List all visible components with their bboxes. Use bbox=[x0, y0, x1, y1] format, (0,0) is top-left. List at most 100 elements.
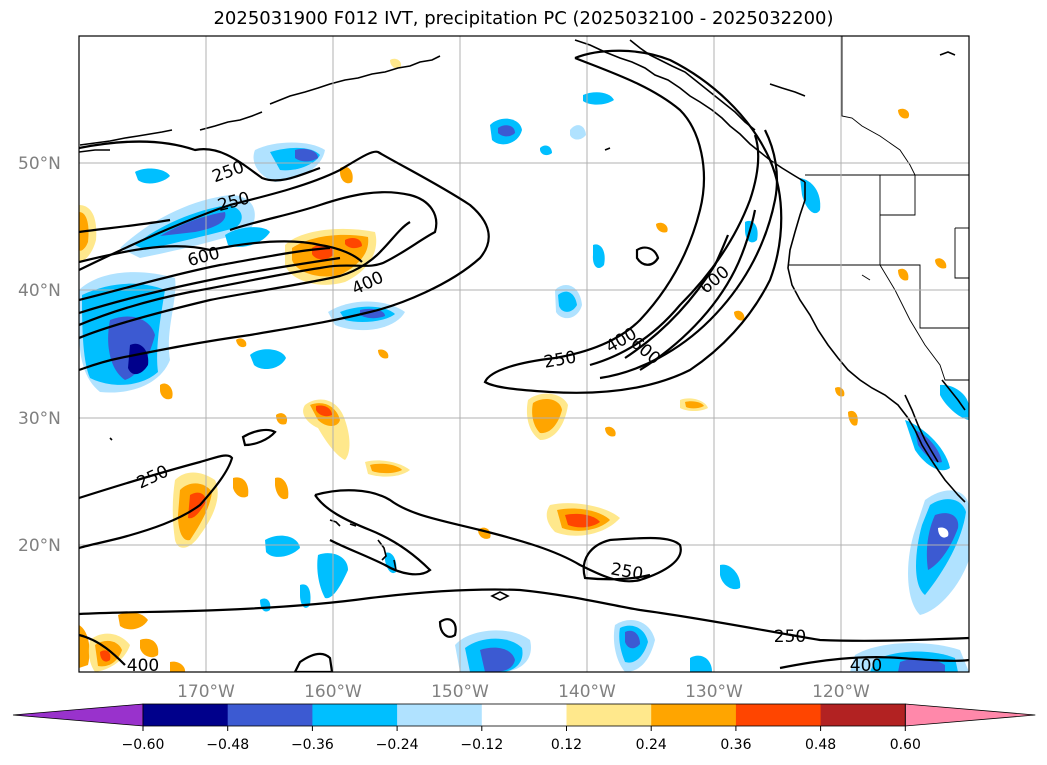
neg-anomaly-patch bbox=[360, 308, 385, 319]
colorbar-segment bbox=[566, 704, 652, 726]
ivt-contour-400 bbox=[779, 656, 969, 670]
lon-label: 140°W bbox=[558, 682, 616, 702]
pos-anomaly-patch bbox=[898, 108, 910, 119]
graticule-layer bbox=[79, 36, 969, 672]
colorbar-tick-label: 0.24 bbox=[636, 737, 667, 753]
pos-anomaly-patch bbox=[898, 268, 909, 281]
pos-anomaly-patch bbox=[370, 463, 402, 474]
pos-anomaly-patch bbox=[390, 58, 402, 69]
political-borders-layer bbox=[788, 36, 969, 381]
neg-anomaly-patch bbox=[938, 527, 949, 538]
pos-anomaly-patch bbox=[100, 650, 111, 662]
neg-anomaly-patch bbox=[385, 552, 397, 574]
pos-anomaly-patch bbox=[656, 222, 668, 233]
neg-anomaly-patch bbox=[480, 647, 515, 672]
colorbar-tick-label: −0.12 bbox=[460, 737, 503, 753]
pos-anomaly-patch bbox=[276, 413, 288, 425]
ivt-contour-250 bbox=[241, 428, 277, 447]
colorbar-tick-label: −0.36 bbox=[291, 737, 334, 753]
colorbar-segment bbox=[312, 704, 398, 726]
lat-label: 20°N bbox=[18, 536, 61, 556]
neg-anomaly-patch bbox=[720, 564, 741, 590]
pos-anomaly-patch bbox=[340, 166, 353, 184]
ivt-contour-400 bbox=[79, 221, 411, 340]
ivt-contour-600 bbox=[79, 218, 171, 234]
contour-label: 400 bbox=[850, 656, 882, 676]
lon-label: 120°W bbox=[812, 682, 870, 702]
colorbar-segment bbox=[735, 704, 822, 726]
ivt-contours-layer bbox=[79, 49, 969, 672]
ivt-contour-250 bbox=[79, 588, 969, 642]
pos-anomaly-patch bbox=[140, 638, 159, 658]
pos-anomaly-patch bbox=[378, 349, 389, 359]
pos-anomaly-patch bbox=[835, 387, 845, 397]
pos-anomaly-patch bbox=[233, 477, 249, 498]
map-title: 2025031900 F012 IVT, precipitation PC (2… bbox=[213, 8, 834, 29]
pos-anomaly-patch bbox=[316, 405, 332, 417]
map-border bbox=[78, 35, 970, 673]
lat-label: 40°N bbox=[18, 281, 61, 301]
neg-anomaly-patch bbox=[898, 658, 945, 672]
neg-anomaly-patch bbox=[540, 145, 552, 156]
map-content: 250 250 600 400 250 400 600 600 250 250 … bbox=[79, 36, 969, 676]
ivt-contour-250 bbox=[635, 246, 660, 266]
colorbar bbox=[12, 703, 1036, 727]
neg-anomaly-patch bbox=[498, 125, 515, 137]
neg-anomaly-patch bbox=[128, 343, 149, 375]
neg-anomaly-patch bbox=[690, 655, 712, 672]
colorbar-tick-label: 0.36 bbox=[720, 737, 751, 753]
neg-anomaly-patch bbox=[295, 148, 318, 162]
pos-anomaly-patch bbox=[935, 258, 947, 269]
colorbar-segment bbox=[651, 704, 737, 726]
ivt-contour-600 bbox=[624, 234, 730, 359]
lat-label: 30°N bbox=[18, 409, 61, 429]
pos-anomaly-patch bbox=[345, 238, 362, 249]
pos-anomaly-patch bbox=[160, 383, 173, 400]
pos-anomaly-patch bbox=[734, 310, 745, 321]
map-background bbox=[79, 36, 969, 672]
neg-anomaly-patch bbox=[583, 92, 614, 105]
pos-anomaly-patch bbox=[685, 401, 704, 409]
ivt-contour-600 bbox=[639, 209, 757, 371]
contour-label: 400 bbox=[127, 656, 159, 676]
ivt-contour-250 bbox=[438, 618, 457, 638]
neg-anomaly-patch bbox=[558, 291, 577, 312]
colorbar-border bbox=[142, 703, 906, 727]
neg-anomaly-patch bbox=[250, 349, 286, 370]
lon-label: 150°W bbox=[431, 682, 489, 702]
neg-anomaly-patch bbox=[926, 513, 959, 570]
colorbar-segment bbox=[143, 704, 229, 726]
ivt-contour-250 bbox=[79, 150, 490, 372]
ivt-contour-250 bbox=[314, 489, 682, 583]
ivt-contour-250 bbox=[79, 454, 234, 550]
neg-anomaly-patch bbox=[570, 125, 586, 140]
ivt-contour-400 bbox=[79, 191, 438, 327]
colorbar-segment bbox=[481, 704, 567, 726]
neg-anomaly-patch bbox=[940, 384, 969, 420]
ivt-contour-250 bbox=[293, 652, 334, 672]
latitude-labels: 50°N 40°N 30°N 20°N bbox=[18, 154, 61, 556]
ivt-contour-600 bbox=[79, 256, 341, 315]
lon-label: 130°W bbox=[685, 682, 743, 702]
ivt-contour-600 bbox=[79, 246, 331, 302]
colorbar-segment bbox=[820, 704, 906, 726]
colorbar-tick-label: −0.60 bbox=[122, 737, 165, 753]
ivt-contour-600 bbox=[79, 240, 363, 264]
colorbar-tick-label: −0.48 bbox=[206, 737, 249, 753]
colorbar-tick-label: 0.48 bbox=[805, 737, 836, 753]
colorbar-extend-high bbox=[904, 703, 1036, 727]
colorbar-tick-label: 0.12 bbox=[551, 737, 582, 753]
neg-anomaly-patch bbox=[160, 212, 226, 236]
neg-anomaly-patch bbox=[625, 630, 640, 649]
colorbar-ticks: −0.60 −0.48 −0.36 −0.24 −0.12 0.12 0.24 0.36 0.4… bbox=[122, 726, 921, 753]
pos-anomaly-patch bbox=[170, 661, 186, 672]
pos-anomaly-patch bbox=[275, 477, 289, 500]
pos-anomaly-patch bbox=[188, 492, 206, 519]
lon-label: 160°W bbox=[304, 682, 362, 702]
ivt-contour-250 bbox=[79, 140, 321, 182]
ivt-contour-400 bbox=[79, 633, 126, 666]
pos-anomaly-patch bbox=[565, 513, 600, 528]
colorbar-segment bbox=[397, 704, 483, 726]
neg-anomaly-patch bbox=[300, 584, 311, 608]
longitude-labels: 170°W 160°W 150°W 140°W 130°W 120°W bbox=[177, 682, 870, 702]
